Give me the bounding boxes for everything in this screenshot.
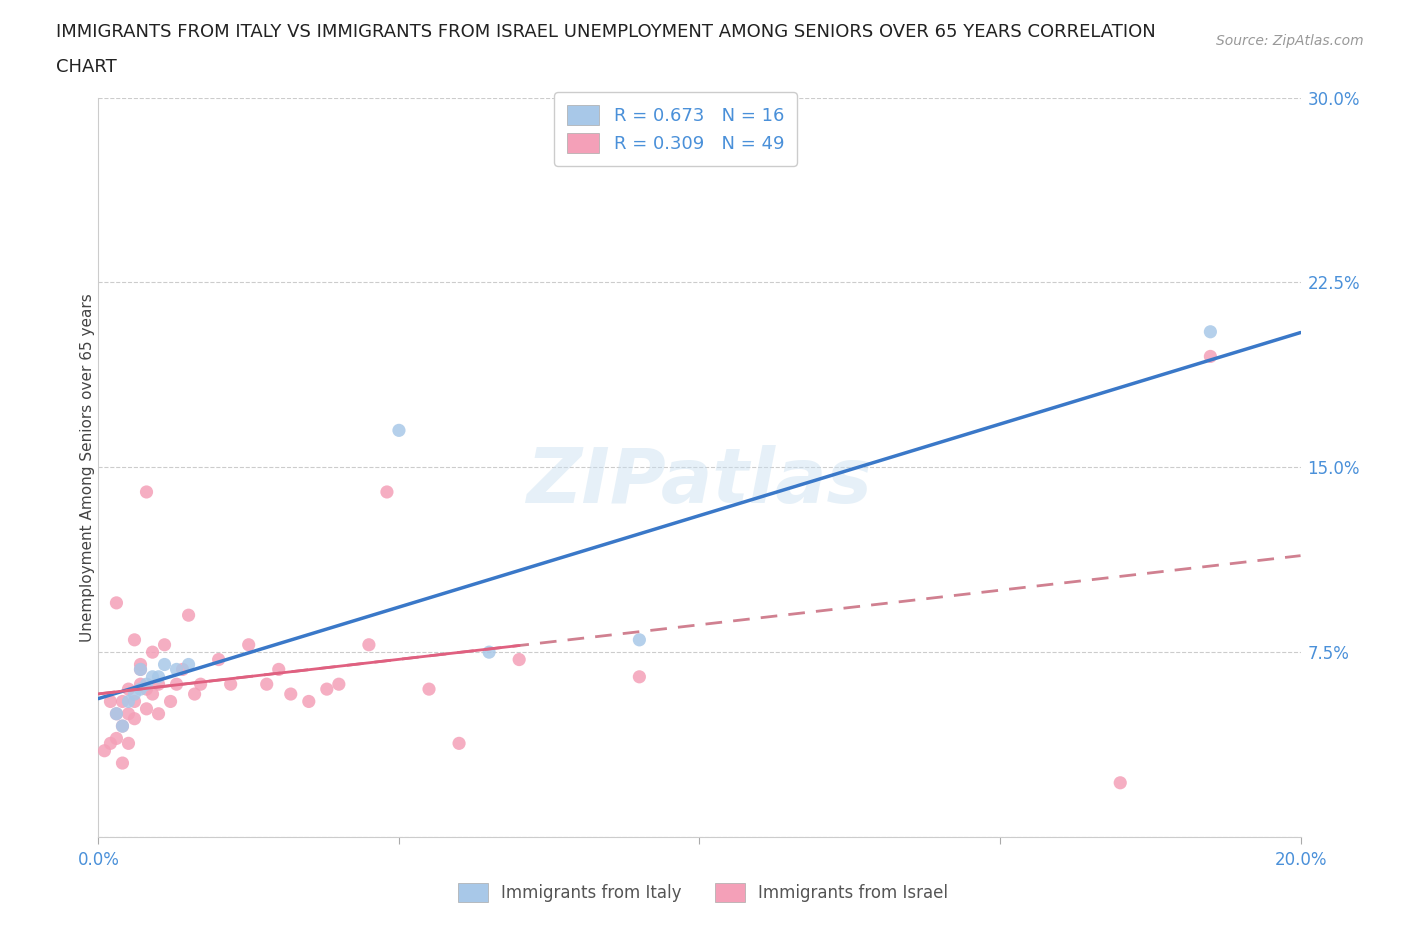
Point: [117, 736, 139, 751]
Point: [1199, 325, 1222, 339]
Point: [100, 694, 122, 709]
Point: [328, 677, 350, 692]
Point: [129, 662, 152, 677]
Point: [148, 677, 170, 692]
Point: [166, 677, 188, 692]
Point: [208, 652, 231, 667]
Legend: Immigrants from Italy, Immigrants from Israel: Immigrants from Italy, Immigrants from I…: [451, 876, 955, 910]
Point: [159, 694, 181, 709]
Point: [418, 682, 440, 697]
Point: [238, 637, 260, 652]
Point: [124, 694, 146, 709]
Point: [1199, 349, 1222, 364]
Point: [105, 731, 128, 746]
Point: [1109, 776, 1132, 790]
Point: [111, 719, 134, 734]
Point: [628, 632, 651, 647]
Point: [177, 608, 200, 623]
Point: [105, 595, 128, 610]
Point: [267, 662, 290, 677]
Point: [100, 736, 122, 751]
Point: [375, 485, 398, 499]
Point: [124, 686, 146, 701]
Point: [135, 682, 157, 697]
Point: [117, 682, 139, 697]
Text: ZIPatlas: ZIPatlas: [526, 445, 873, 519]
Point: [183, 686, 205, 701]
Point: [298, 694, 321, 709]
Point: [129, 682, 152, 697]
Point: [111, 755, 134, 770]
Point: [315, 682, 337, 697]
Point: [508, 652, 530, 667]
Point: [190, 677, 212, 692]
Point: [135, 701, 157, 716]
Point: [141, 686, 163, 701]
Point: [129, 662, 152, 677]
Text: Source: ZipAtlas.com: Source: ZipAtlas.com: [1216, 34, 1364, 48]
Point: [447, 736, 470, 751]
Point: [105, 707, 128, 722]
Y-axis label: Unemployment Among Seniors over 65 years: Unemployment Among Seniors over 65 years: [80, 293, 94, 642]
Text: IMMIGRANTS FROM ITALY VS IMMIGRANTS FROM ISRAEL UNEMPLOYMENT AMONG SENIORS OVER : IMMIGRANTS FROM ITALY VS IMMIGRANTS FROM…: [56, 23, 1156, 41]
Point: [124, 632, 146, 647]
Legend: R = 0.673   N = 16, R = 0.309   N = 49: R = 0.673 N = 16, R = 0.309 N = 49: [554, 92, 797, 166]
Point: [148, 670, 170, 684]
Point: [478, 644, 501, 659]
Point: [172, 662, 194, 677]
Point: [111, 719, 134, 734]
Point: [280, 686, 302, 701]
Point: [117, 707, 139, 722]
Point: [93, 743, 115, 758]
Point: [148, 707, 170, 722]
Text: CHART: CHART: [56, 58, 117, 75]
Point: [177, 657, 200, 671]
Point: [135, 677, 157, 692]
Point: [117, 694, 139, 709]
Point: [256, 677, 278, 692]
Point: [105, 707, 128, 722]
Point: [628, 670, 651, 684]
Point: [166, 662, 188, 677]
Point: [111, 694, 134, 709]
Point: [153, 637, 176, 652]
Point: [357, 637, 380, 652]
Point: [129, 657, 152, 671]
Point: [141, 670, 163, 684]
Point: [124, 711, 146, 726]
Point: [388, 423, 411, 438]
Point: [135, 485, 157, 499]
Point: [153, 657, 176, 671]
Point: [219, 677, 242, 692]
Point: [141, 644, 163, 659]
Point: [129, 677, 152, 692]
